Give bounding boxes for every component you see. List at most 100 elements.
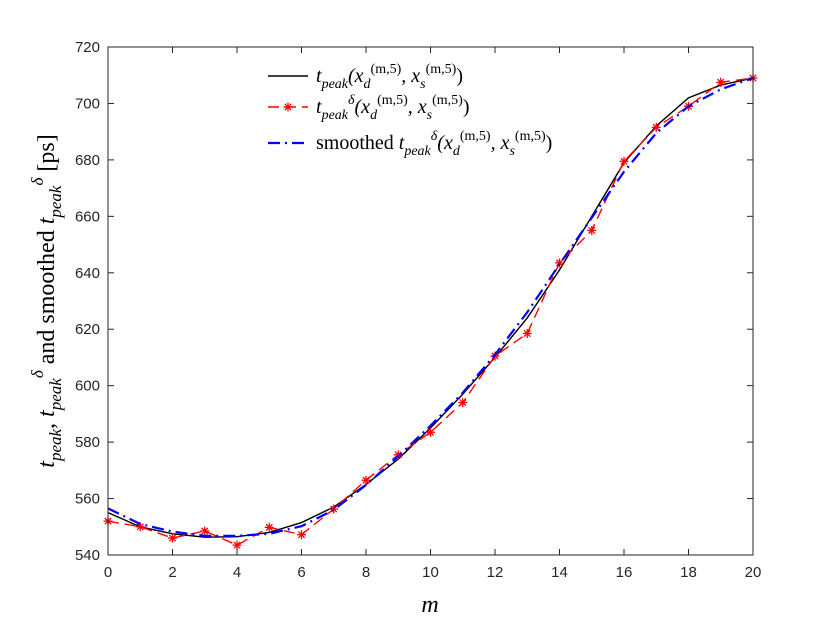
legend-box [252, 58, 594, 163]
y-tick-label: 580 [75, 434, 100, 451]
x-tick-label: 14 [551, 564, 568, 581]
legend-label-2: tpeakδ(xd(m,5), xs(m,5)) [316, 93, 470, 123]
text-part: (x [348, 65, 364, 87]
asterisk-stroke [330, 505, 338, 513]
y-tick-label: 560 [75, 491, 100, 508]
text-part: ) [463, 96, 470, 118]
asterisk-stroke [459, 398, 467, 407]
tick-layer: 0 2 4 6 8 10 12 14 16 18 20 540 560 580 600 620 640 660 68… [75, 39, 761, 581]
series-2-point [619, 156, 629, 166]
series-line-3 [107, 77, 754, 537]
y-tick-label: 720 [75, 39, 100, 56]
y-tick-label: 620 [75, 321, 100, 338]
y-tick-label: 540 [75, 547, 100, 564]
series-2-point [168, 533, 177, 543]
series-2-point [716, 77, 726, 87]
text-part: (m,5) [426, 62, 457, 77]
text-part: (m,5) [377, 93, 408, 108]
x-tick-label: 16 [616, 564, 633, 581]
text-part: , x [491, 132, 510, 154]
x-axis-title: m [421, 592, 438, 618]
text-part: peak [46, 428, 65, 462]
asterisk-stroke [523, 329, 531, 338]
asterisk-stroke [297, 531, 306, 539]
text-part: ) [456, 65, 463, 87]
text-part: t [34, 460, 60, 468]
series-2-point [651, 122, 661, 132]
text-part: t [34, 409, 60, 417]
text-part: s [420, 77, 426, 92]
text-part: t [34, 216, 60, 224]
asterisk-stroke [201, 527, 209, 535]
x-tick-label: 0 [104, 564, 112, 581]
text-part: peak [321, 77, 349, 92]
text-part: peak [46, 378, 65, 412]
y-tick-label: 640 [75, 265, 100, 282]
text-part: peak [46, 185, 65, 219]
text-part: and smoothed [34, 224, 60, 370]
text-part: (m,5) [371, 62, 402, 77]
x-tick-label: 20 [745, 564, 762, 581]
asterisk-stroke [136, 523, 144, 531]
text-part: δ [28, 177, 47, 186]
asterisk-stroke [620, 157, 628, 165]
series-2-point [426, 427, 435, 437]
text-part: peak [321, 108, 349, 123]
asterisk-stroke [233, 541, 241, 549]
text-part: t [399, 132, 405, 154]
text-part: [ps] [34, 134, 60, 177]
text-part: , x [401, 65, 420, 87]
legend-marker-2 [283, 102, 293, 112]
series-2-point [329, 504, 339, 514]
series-2-point [200, 526, 210, 536]
text-part: d [370, 108, 378, 123]
text-part: (x [437, 132, 453, 154]
series-2-point [361, 475, 371, 485]
series-2-point [297, 530, 306, 540]
asterisk-stroke [588, 226, 596, 235]
asterisk-stroke [555, 259, 564, 267]
y-tick-label: 600 [75, 378, 100, 395]
series-2-point [587, 225, 597, 235]
y-axis-title: tpeak, tpeakδ and smoothed tpeakδ [ps] [28, 134, 65, 467]
asterisk-stroke [426, 428, 435, 436]
series-2-point [264, 522, 274, 532]
x-tick-label: 18 [680, 564, 697, 581]
series-line-2 [107, 77, 754, 546]
series-2-point [458, 398, 468, 408]
text-part: (x [355, 96, 371, 118]
y-tick-label: 660 [75, 208, 100, 225]
x-tick-label: 2 [168, 564, 176, 581]
x-tick-label: 12 [487, 564, 504, 581]
legend-entries: tpeak(xd(m,5), xs(m,5))tpeakδ(xd(m,5), x… [268, 62, 552, 159]
legend-label-3: smoothed tpeakδ(xd(m,5), xs(m,5)) [316, 129, 552, 159]
x-tick-label: 6 [297, 564, 305, 581]
text-part: (m,5) [432, 93, 463, 108]
text-part: , [34, 417, 60, 429]
text-part: peak [403, 144, 431, 159]
series-layer [103, 73, 758, 550]
y-tick-label: 680 [75, 152, 100, 169]
text-part: d [364, 77, 372, 92]
legend: tpeak(xd(m,5), xs(m,5))tpeakδ(xd(m,5), x… [252, 58, 594, 163]
text-part: s [427, 108, 433, 123]
asterisk-stroke [717, 78, 725, 86]
legend-label-1: tpeak(xd(m,5), xs(m,5)) [316, 62, 463, 92]
series-2-point [232, 540, 242, 550]
text-part: δ [431, 129, 438, 144]
asterisk-stroke [362, 476, 370, 484]
series-2-point [555, 258, 564, 268]
text-part: , x [408, 96, 427, 118]
text-part: d [453, 144, 461, 159]
x-tick-label: 8 [362, 564, 370, 581]
y-tick-label: 700 [75, 95, 100, 112]
text-part: (m,5) [460, 129, 491, 144]
asterisk-stroke [652, 123, 660, 132]
text-part: t [316, 65, 322, 87]
series-2-point [522, 328, 532, 338]
asterisk-stroke [284, 103, 292, 111]
x-tick-label: 4 [233, 564, 241, 581]
text-part: ) [546, 132, 553, 154]
text-part: smoothed [316, 132, 399, 154]
